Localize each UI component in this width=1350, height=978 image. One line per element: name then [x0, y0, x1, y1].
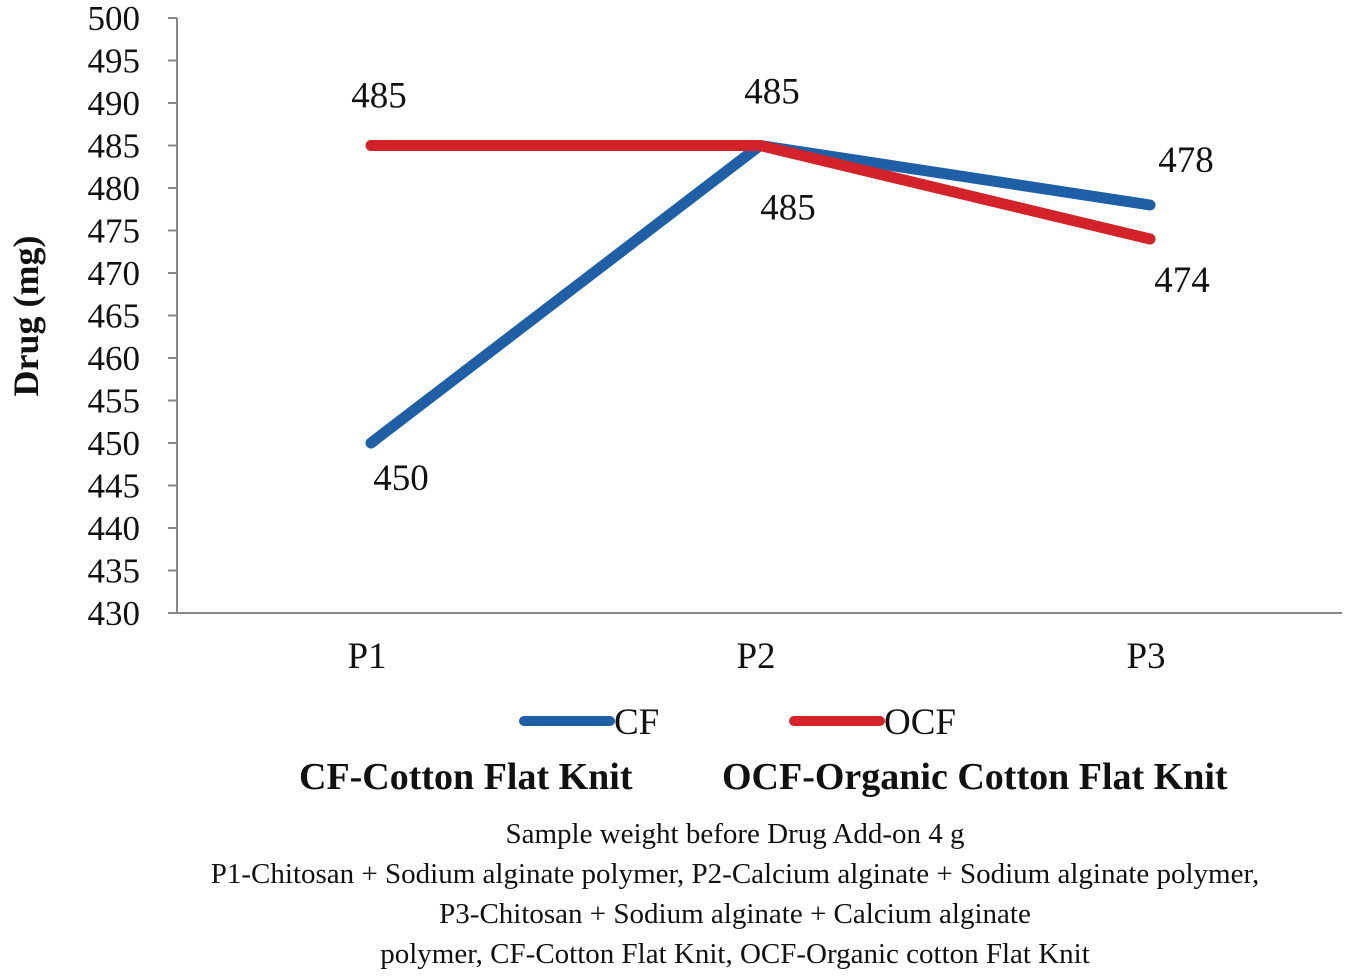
x-tick-label: P3 [1126, 636, 1165, 677]
data-label-cf: 450 [373, 458, 429, 499]
y-tick-label: 450 [88, 424, 141, 463]
data-label-ocf: 485 [351, 76, 407, 117]
x-tick-label: P1 [347, 636, 386, 677]
data-point-cf [1149, 204, 1151, 206]
data-label-ocf: 474 [1154, 260, 1210, 301]
data-point-ocf [759, 144, 761, 147]
note-sample-weight: Sample weight before Drug Add-on 4 g [505, 818, 965, 850]
series-layer [365, 140, 1156, 449]
legend: CF OCF [519, 702, 956, 740]
y-tick-label: 465 [88, 297, 141, 336]
y-tick-label: 445 [88, 467, 141, 506]
note-polymer-p3: P3-Chitosan + Sodium alginate + Calcium … [439, 898, 1031, 930]
data-label-ocf: 485 [760, 188, 816, 229]
y-tick-label: 475 [88, 212, 141, 251]
data-point-ocf [1149, 238, 1151, 240]
y-tick-label: 460 [88, 339, 141, 378]
data-label-cf: 478 [1158, 140, 1214, 181]
data-point-cf [370, 442, 372, 444]
y-tick-label: 485 [88, 127, 141, 166]
data-label-cf: 485 [744, 72, 800, 113]
data-point-ocf [370, 144, 372, 147]
y-tick-label: 430 [88, 594, 141, 633]
data-labels: 450 485 478 485 485 474 [351, 72, 1214, 500]
y-tick-label: 440 [88, 509, 141, 548]
y-tick-label: 490 [88, 84, 141, 123]
y-tick-label: 470 [88, 254, 141, 293]
y-tick-label: 455 [88, 382, 141, 421]
x-tick-label: P2 [736, 636, 775, 677]
legend-label-ocf: OCF [884, 702, 956, 740]
x-axis-ticks: P1 P2 P3 [347, 636, 1165, 677]
abbreviation-cf: CF-Cotton Flat Knit [299, 756, 633, 798]
abbreviation-ocf: OCF-Organic Cotton Flat Knit [722, 756, 1228, 798]
note-abbreviations: polymer, CF-Cotton Flat Knit, OCF-Organi… [380, 938, 1090, 970]
note-polymer-p1-p2: P1-Chitosan + Sodium alginate polymer, P… [210, 858, 1260, 890]
y-tick-label: 495 [88, 42, 141, 81]
y-tick-label: 435 [88, 552, 141, 591]
y-tick-label: 480 [88, 169, 141, 208]
y-axis-label: Drug (mg) [6, 236, 46, 397]
y-tick-label: 500 [88, 0, 141, 38]
line-chart: 4304354404454504554604654704754804854904… [6, 0, 1342, 740]
legend-label-cf: CF [614, 702, 659, 740]
